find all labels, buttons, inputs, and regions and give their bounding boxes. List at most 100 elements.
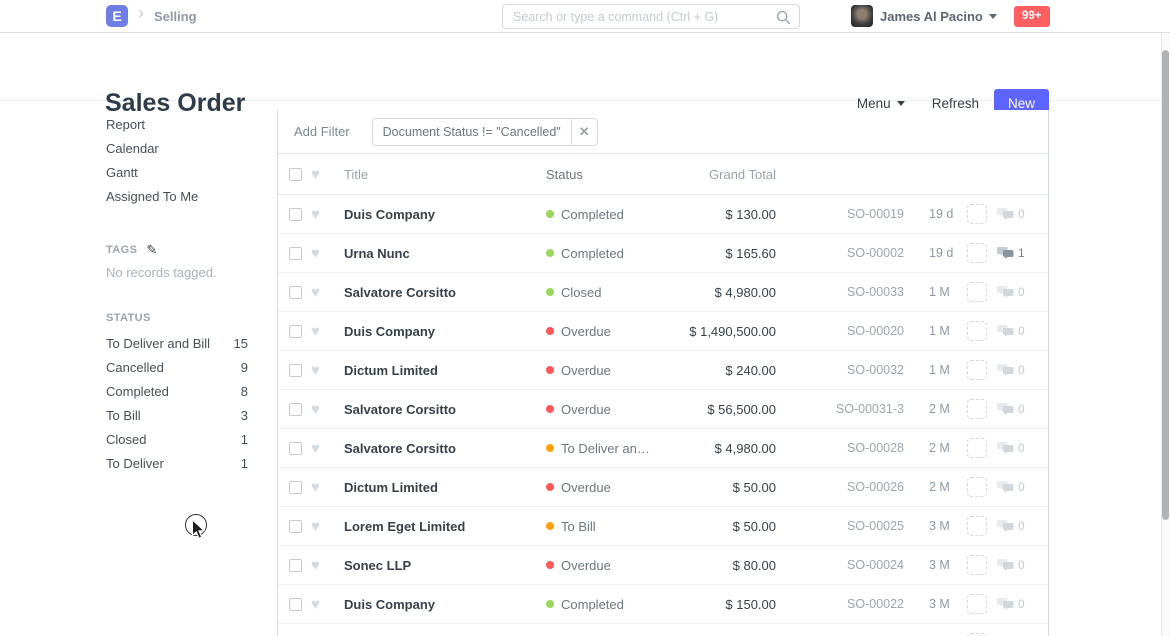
user-menu[interactable]: James Al Pacino <box>880 9 997 24</box>
edit-tags-pencil-icon[interactable]: ✎ <box>146 242 158 257</box>
row-checkbox[interactable] <box>289 363 302 377</box>
heart-icon[interactable]: ♥ <box>311 165 320 183</box>
assign-placeholder[interactable] <box>967 594 987 614</box>
table-row[interactable]: ♥ Duis Company Completed $ 150.00 SO-000… <box>278 585 1048 624</box>
heart-icon[interactable]: ♥ <box>311 322 320 340</box>
row-checkbox[interactable] <box>289 285 302 299</box>
sidebar-item-calendar[interactable]: Calendar <box>106 141 159 156</box>
sidebar-status-item[interactable]: To Bill 3 <box>106 403 248 427</box>
heart-icon[interactable]: ♥ <box>311 556 320 574</box>
heart-icon[interactable]: ♥ <box>311 595 320 613</box>
row-checkbox[interactable] <box>289 324 302 338</box>
row-id-link[interactable]: SO-00026 <box>847 480 904 494</box>
assign-placeholder[interactable] <box>967 633 987 636</box>
row-checkbox[interactable] <box>289 519 302 533</box>
table-row[interactable]: ♥ Duis Company Overdue $ 1,490,500.00 SO… <box>278 312 1048 351</box>
comments-indicator[interactable]: 0 <box>997 597 1025 611</box>
heart-icon[interactable]: ♥ <box>311 361 320 379</box>
row-id-link[interactable]: SO-00028 <box>847 441 904 455</box>
heart-icon[interactable]: ♥ <box>311 517 320 535</box>
row-title[interactable]: Dictum Limited <box>344 479 438 495</box>
row-title[interactable]: Salvatore Corsitto <box>344 440 456 456</box>
heart-icon[interactable]: ♥ <box>311 400 320 418</box>
comments-indicator[interactable]: 0 <box>997 402 1025 416</box>
heart-icon[interactable]: ♥ <box>311 478 320 496</box>
assign-placeholder[interactable] <box>967 360 987 380</box>
filter-chip-label[interactable]: Document Status != "Cancelled" <box>382 124 561 139</box>
row-checkbox[interactable] <box>289 558 302 572</box>
table-row[interactable]: ♥ Urna Nunc Completed $ 165.60 SO-00002 … <box>278 234 1048 273</box>
avatar[interactable] <box>851 5 873 27</box>
add-filter-button[interactable]: Add Filter <box>294 124 350 139</box>
row-id-link[interactable]: SO-00002 <box>847 246 904 260</box>
filter-chip-remove-icon[interactable]: ✕ <box>570 118 597 145</box>
heart-icon[interactable]: ♥ <box>311 205 320 223</box>
row-title[interactable]: Lorem Eget Limited <box>344 518 466 534</box>
assign-placeholder[interactable] <box>967 438 987 458</box>
row-checkbox[interactable] <box>289 441 302 455</box>
assign-placeholder[interactable] <box>967 555 987 575</box>
app-logo[interactable]: E <box>106 5 128 27</box>
notification-badge[interactable]: 99+ <box>1014 6 1050 27</box>
row-id-link[interactable]: SO-00024 <box>847 558 904 572</box>
comments-indicator[interactable]: 0 <box>997 285 1025 299</box>
row-id-link[interactable]: SO-00019 <box>847 207 904 221</box>
row-checkbox[interactable] <box>289 480 302 494</box>
row-title[interactable]: Dictum Limited <box>344 362 438 378</box>
sidebar-item-report[interactable]: Report <box>106 117 146 132</box>
comments-indicator[interactable]: 0 <box>997 363 1025 377</box>
heart-icon[interactable]: ♥ <box>311 244 320 262</box>
row-checkbox[interactable] <box>289 207 302 221</box>
comments-indicator[interactable]: 0 <box>997 324 1025 338</box>
assign-placeholder[interactable] <box>967 477 987 497</box>
row-id-link[interactable]: SO-00022 <box>847 597 904 611</box>
row-checkbox[interactable] <box>289 402 302 416</box>
scrollbar-thumb[interactable] <box>1162 50 1169 520</box>
assign-placeholder[interactable] <box>967 204 987 224</box>
table-row[interactable]: ♥ Lorem Eget Limited To Bill $ 50.00 SO-… <box>278 507 1048 546</box>
row-id-link[interactable]: SO-00025 <box>847 519 904 533</box>
table-row[interactable]: ♥ Salvatore Corsitto Overdue $ 56,500.00… <box>278 390 1048 429</box>
row-title[interactable]: Duis Company <box>344 206 436 222</box>
comments-indicator[interactable]: 0 <box>997 207 1025 221</box>
comments-indicator[interactable]: 1 <box>997 246 1025 260</box>
sidebar-status-item[interactable]: Cancelled 9 <box>106 355 248 379</box>
column-header-grand-total[interactable]: Grand Total <box>709 166 776 182</box>
row-title[interactable]: Salvatore Corsitto <box>344 284 456 300</box>
menu-button[interactable]: Menu <box>857 96 905 111</box>
assign-placeholder[interactable] <box>967 321 987 341</box>
assign-placeholder[interactable] <box>967 243 987 263</box>
table-row[interactable]: ♥ Sonec LLP Overdue $ 80.00 SO-00024 3 M… <box>278 546 1048 585</box>
comments-indicator[interactable]: 0 <box>997 441 1025 455</box>
row-checkbox[interactable] <box>289 597 302 611</box>
row-title[interactable]: Urna Nunc <box>344 245 410 261</box>
sidebar-status-item[interactable]: Completed 8 <box>106 379 248 403</box>
table-row[interactable]: ♥ Duis Company Completed $ 130.00 SO-000… <box>278 195 1048 234</box>
row-id-link[interactable]: SO-00020 <box>847 324 904 338</box>
search-input[interactable] <box>503 5 768 28</box>
assign-placeholder[interactable] <box>967 516 987 536</box>
table-row[interactable]: ♥ Dictum Limited Overdue $ 240.00 SO-000… <box>278 351 1048 390</box>
assign-placeholder[interactable] <box>967 399 987 419</box>
column-header-title[interactable]: Title <box>344 166 369 182</box>
table-row[interactable]: ♥ Dictum Limited Overdue $ 50.00 SO-0002… <box>278 468 1048 507</box>
comments-indicator[interactable]: 0 <box>997 480 1025 494</box>
table-row[interactable]: ♥ Salvatore Corsitto Closed $ 4,980.00 S… <box>278 273 1048 312</box>
comments-indicator[interactable]: 0 <box>997 558 1025 572</box>
assign-placeholder[interactable] <box>967 282 987 302</box>
sidebar-item-assigned-to-me[interactable]: Assigned To Me <box>106 189 199 204</box>
row-checkbox[interactable] <box>289 246 302 260</box>
sidebar-status-item[interactable]: Closed 1 <box>106 427 248 451</box>
row-title[interactable]: Salvatore Corsitto <box>344 401 456 417</box>
sidebar-status-item[interactable]: To Deliver 1 <box>106 451 248 475</box>
refresh-button[interactable]: Refresh <box>931 96 979 111</box>
sidebar-status-item[interactable]: To Deliver and Bill 15 <box>106 331 248 355</box>
row-id-link[interactable]: SO-00032 <box>847 363 904 377</box>
row-title[interactable]: Sonec LLP <box>344 557 412 573</box>
heart-icon[interactable]: ♥ <box>311 283 320 301</box>
heart-icon[interactable]: ♥ <box>311 439 320 457</box>
table-row[interactable]: ♥ Salvatore Corsitto To Deliver an… $ 4,… <box>278 429 1048 468</box>
column-header-status[interactable]: Status <box>546 166 583 182</box>
row-title[interactable]: Duis Company <box>344 323 436 339</box>
row-title[interactable]: Duis Company <box>344 596 436 612</box>
